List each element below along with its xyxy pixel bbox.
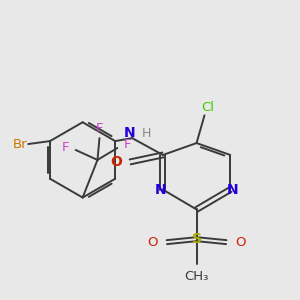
Text: Cl: Cl [201, 101, 214, 114]
Text: F: F [62, 140, 70, 154]
Text: CH₃: CH₃ [184, 270, 209, 283]
Text: N: N [226, 183, 238, 196]
Text: O: O [235, 236, 245, 249]
Text: O: O [148, 236, 158, 249]
Text: O: O [110, 155, 122, 169]
Text: Br: Br [13, 138, 28, 151]
Text: N: N [155, 183, 167, 196]
Text: F: F [124, 138, 131, 151]
Text: F: F [96, 122, 103, 135]
Text: S: S [192, 232, 202, 246]
Text: H: H [141, 127, 151, 140]
Text: N: N [123, 126, 135, 140]
